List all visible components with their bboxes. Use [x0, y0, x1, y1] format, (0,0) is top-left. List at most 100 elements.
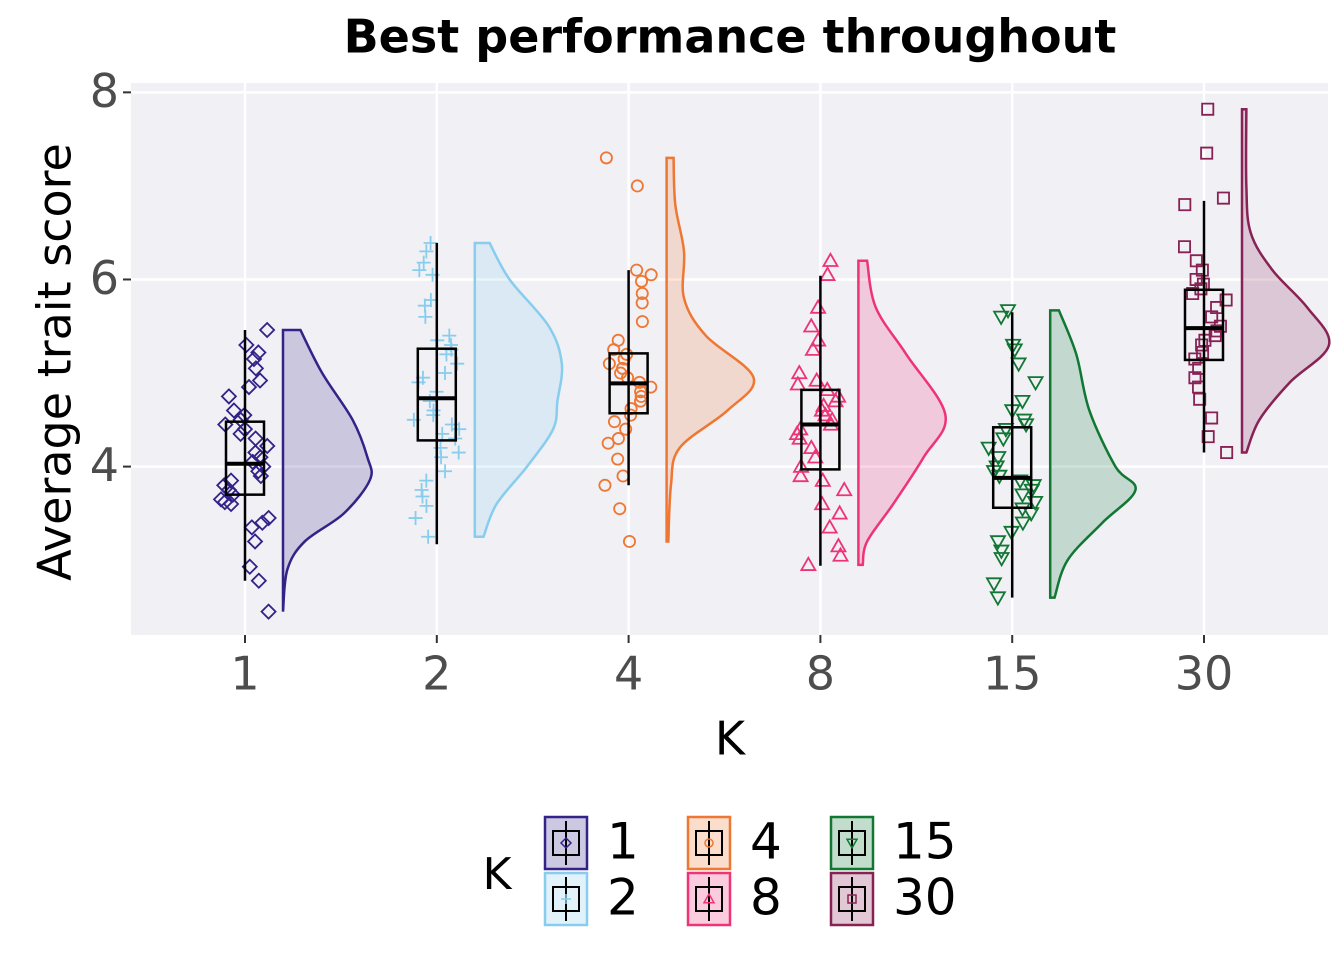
data-point: [1186, 287, 1200, 301]
data-point: [992, 310, 1010, 326]
y-tick-label: 6: [90, 251, 119, 305]
legend-title: K: [483, 849, 513, 900]
data-point: [423, 235, 438, 250]
x-tick-label: 30: [1175, 647, 1234, 701]
data-point: [1017, 418, 1035, 434]
legend-box: [695, 830, 723, 856]
legend-box: [552, 830, 580, 856]
data-point: [415, 489, 430, 504]
data-point: [1201, 102, 1215, 116]
data-point: [1205, 310, 1219, 324]
data-point: [243, 519, 261, 536]
data-point: [635, 296, 649, 310]
data-point: [1027, 376, 1045, 392]
data-point: [419, 244, 434, 259]
box: [416, 347, 458, 442]
legend-label: 1: [607, 813, 639, 871]
legend-label: 8: [750, 869, 782, 927]
data-point: [792, 457, 810, 473]
legend-shape: [702, 892, 716, 904]
data-point: [989, 535, 1007, 551]
data-point: [419, 498, 434, 513]
data-point: [985, 577, 1003, 593]
data-point: [622, 535, 636, 548]
data-point: [802, 317, 820, 333]
data-point: [599, 151, 613, 165]
data-point: [630, 179, 644, 193]
data-point: [408, 511, 423, 526]
data-point: [799, 556, 817, 571]
y-tick-label: 4: [90, 438, 119, 492]
violin: [665, 156, 756, 543]
data-point: [260, 603, 277, 620]
data-point: [1013, 488, 1032, 504]
legend-shape: [559, 836, 573, 850]
data-point: [220, 388, 238, 405]
data-point: [831, 546, 850, 562]
data-point: [598, 478, 612, 492]
data-point: [1193, 392, 1207, 406]
data-point: [1201, 430, 1215, 444]
data-point: [813, 495, 831, 511]
data-point: [602, 357, 616, 371]
data-point: [442, 328, 457, 343]
data-point: [252, 467, 270, 485]
data-point: [804, 340, 822, 356]
data-point: [251, 372, 269, 389]
data-point: [831, 504, 849, 520]
data-point: [254, 514, 271, 532]
data-point: [989, 451, 1007, 467]
data-point: [644, 268, 658, 282]
data-point: [260, 509, 277, 527]
data-point: [423, 293, 438, 308]
data-point: [238, 336, 255, 354]
legend-box: [838, 886, 866, 912]
legend-shape: [845, 838, 859, 850]
data-point: [419, 473, 434, 488]
data-point: [789, 375, 807, 391]
data-point: [416, 255, 431, 270]
data-point: [222, 495, 240, 513]
legend-shape: [704, 838, 714, 848]
legend-shape: [847, 894, 857, 904]
data-point: [1189, 272, 1203, 286]
data-point: [1216, 191, 1230, 205]
data-point: [1205, 411, 1219, 425]
data-point: [635, 315, 649, 328]
data-point: [997, 423, 1015, 438]
legend-box: [838, 830, 866, 856]
x-axis-label: K: [715, 712, 747, 766]
data-point: [806, 448, 824, 464]
chart-title: Best performance throughout: [344, 10, 1117, 64]
legend-shape: [561, 894, 571, 904]
data-point: [418, 309, 433, 324]
data-point: [250, 344, 267, 361]
data-point: [1178, 198, 1192, 212]
data-point: [452, 422, 467, 437]
data-point: [246, 533, 264, 550]
data-point: [821, 518, 839, 534]
violin: [857, 259, 947, 567]
data-point: [1178, 240, 1192, 254]
data-point: [611, 432, 625, 445]
data-point: [451, 445, 466, 460]
data-point: [809, 331, 827, 347]
data-point: [607, 415, 621, 429]
data-point: [1014, 516, 1032, 532]
data-point: [1011, 474, 1029, 490]
violin: [1048, 309, 1137, 599]
data-point: [630, 263, 644, 277]
data-point: [635, 274, 649, 288]
data-point: [1200, 146, 1214, 160]
data-point: [245, 350, 263, 368]
data-point: [1010, 357, 1028, 373]
data-point: [421, 529, 436, 544]
data-point: [225, 402, 243, 419]
data-point: [250, 572, 268, 590]
x-tick-label: 4: [614, 647, 643, 701]
legend-label: 15: [893, 813, 957, 871]
x-tick-label: 2: [422, 647, 451, 701]
violin: [1240, 107, 1331, 454]
